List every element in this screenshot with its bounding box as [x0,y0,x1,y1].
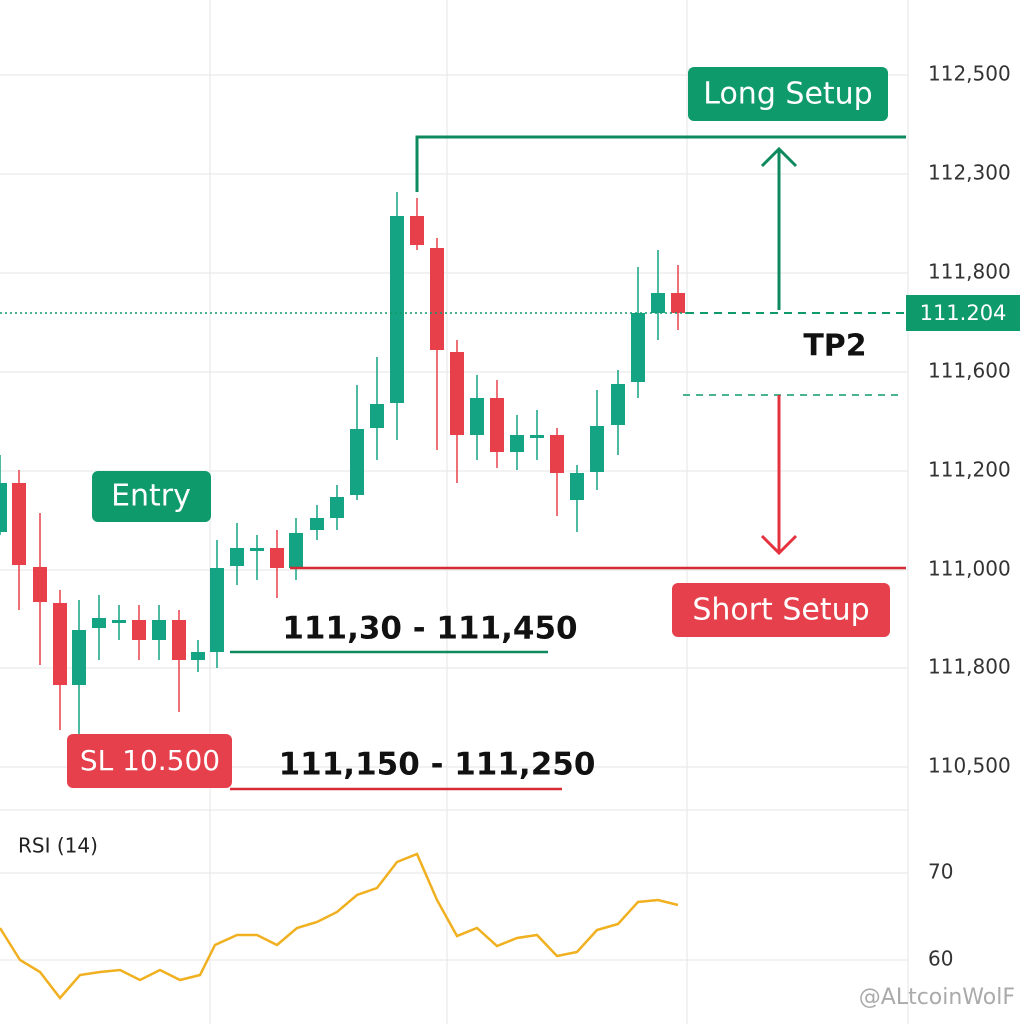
price-axis: 112,500 112,300 111,800 111,600 111,200 111,0… [0,62,1011,778]
candle-body [651,293,665,313]
candle-body [0,483,7,532]
candle-body [210,568,224,652]
candle-body [570,473,584,500]
candle-body [33,567,47,602]
candle-body [370,404,384,428]
price-tick-label: 111,800 [928,260,1011,284]
rsi-title: RSI (14) [18,834,98,858]
long-arrow-head [760,146,798,168]
price-tick-label: 111,800 [928,655,1011,679]
short-setup-box [672,583,890,637]
candle-body [510,435,524,452]
price-tick-label: 112,500 [928,62,1011,86]
price-tick-label: 111,200 [928,458,1011,482]
candle-body [152,620,166,640]
candle-body [12,483,26,565]
candle-body [470,398,484,435]
price-tick-label: 110,500 [928,754,1011,778]
zone-lower-label: 111,150 - 111,250 [279,747,596,783]
candle-body [450,352,464,435]
candle-body [550,435,564,473]
candle-body [172,620,186,660]
candle-body [330,497,344,518]
sl-box [67,734,232,788]
candle-body [250,548,264,551]
candle-body [289,533,303,568]
rsi-tick-label: 70 [928,860,953,884]
grid [0,0,909,1024]
candle-body [631,313,645,382]
candle-body [410,216,424,245]
candle-body [530,435,544,438]
price-tick-label: 111,600 [928,359,1011,383]
candle-body [590,426,604,472]
entry-box [92,471,211,522]
candle-body [132,620,146,640]
tp2-label: TP2 [803,329,866,364]
candle-body [430,248,444,350]
candle-body [112,620,126,623]
candle-body [92,618,106,628]
candle-body [53,603,67,685]
candle-body [191,652,205,660]
short-setup-label: Short Setup [692,593,869,628]
candle-body [490,398,504,452]
candle-body [270,548,284,568]
candles [0,192,685,735]
long-setup-box [688,67,888,121]
rsi-line [0,852,679,1000]
candle-body [310,518,324,530]
candle-body [230,548,244,566]
short-arrow-head [760,534,798,556]
watermark: @ALtcoinWolF [859,985,1015,1010]
candle-body [611,384,625,425]
zone-upper-label: 111,30 - 111,450 [282,611,577,647]
rsi-tick-label: 60 [928,947,953,971]
entry-label: Entry [111,479,191,514]
candle-body [390,216,404,403]
candle-body [72,630,86,685]
price-tag-label: 111.204 [920,301,1007,325]
long-setup-label: Long Setup [703,77,872,112]
candle-body [350,429,364,495]
price-tag [906,295,1020,331]
sl-label: SL 10.500 [80,744,220,777]
price-tick-label: 111,000 [928,557,1011,581]
price-tick-label: 112,300 [928,161,1011,185]
candle-body [671,293,685,313]
long-line [415,135,906,192]
